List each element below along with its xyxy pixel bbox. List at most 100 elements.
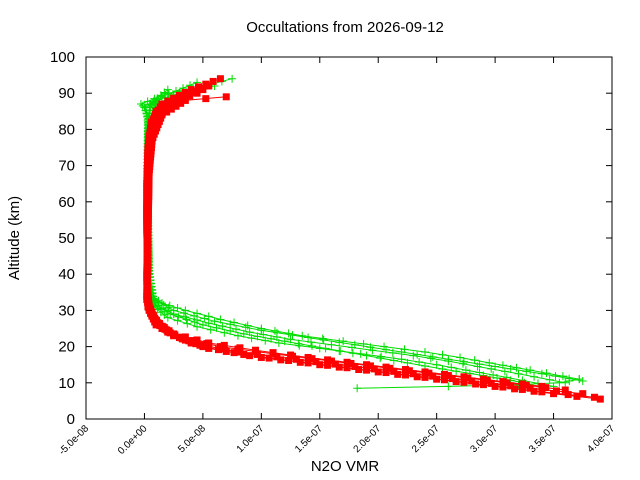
data-point [526,384,534,392]
data-point [472,380,480,388]
data-point [292,355,300,363]
data-point [169,306,178,315]
data-point [370,365,378,373]
data-point [506,364,515,373]
data-point [382,345,391,354]
data-point [164,303,173,312]
y-tick-label: 100 [50,49,75,66]
x-tick-label: 5.0e-08 [176,423,208,455]
data-point [304,333,313,342]
data-point [157,304,166,313]
data-point [193,336,201,344]
data-point [394,370,402,378]
data-point [270,326,279,335]
data-point [163,85,172,94]
data-point [172,102,180,110]
data-point [438,350,447,359]
data-point [401,366,409,374]
data-point [298,331,307,340]
data-point [429,372,437,380]
data-point [170,332,178,340]
y-tick-label: 80 [58,121,75,138]
data-point [321,344,330,353]
y-tick-label: 40 [58,266,75,283]
data-point [374,368,382,376]
data-point [522,381,530,389]
data-point [545,375,554,384]
data-point [386,364,394,372]
data-point [166,329,174,337]
data-point [220,341,228,349]
data-point [456,353,465,362]
data-point [377,352,386,361]
data-point [487,379,495,387]
data-point [491,382,499,390]
data-point [397,348,406,357]
y-axis-label: Altitude (km) [6,196,23,280]
series-0-profile-3-line [146,89,525,384]
data-point [518,380,526,388]
data-point [555,378,564,387]
data-point [511,385,519,393]
data-point [575,375,584,384]
series-0-profile-1-line [140,85,566,384]
x-tick-label: 0.0e+00 [116,423,150,457]
data-point [324,356,332,364]
data-point [558,372,567,381]
data-point [470,356,479,365]
data-point [159,300,168,309]
data-point [403,358,412,367]
data-point [177,99,185,107]
data-point [561,386,569,394]
data-point [187,338,195,346]
data-point [216,75,224,83]
data-point [538,382,546,390]
data-point [348,349,357,358]
data-point [179,309,188,318]
data-point [460,373,468,381]
data-point [166,310,175,319]
data-point [174,312,183,321]
data-point [222,93,230,101]
data-point [475,360,484,369]
data-point [426,354,435,363]
data-point [339,337,348,346]
data-point [236,344,244,352]
data-point [362,351,371,360]
data-point [136,100,145,109]
x-tick-label: 1.5e-07 [293,423,325,455]
data-point [452,367,461,376]
data-point [573,392,581,400]
data-point [288,331,297,340]
data-point [269,349,277,357]
data-point [296,358,304,366]
data-point [210,317,219,326]
data-point [351,363,359,371]
data-point [253,332,262,341]
data-point [205,82,213,90]
data-point [173,316,182,325]
data-point [596,395,604,403]
data-point [307,338,316,347]
data-point [420,348,429,357]
data-point [287,351,295,359]
y-tick-label: 30 [58,302,75,319]
data-point [363,361,371,369]
data-point [425,369,433,377]
data-point [579,390,587,398]
y-tick-label: 0 [67,411,75,428]
data-point [550,390,558,398]
y-tick-label: 20 [58,339,75,356]
data-point [413,350,422,359]
data-point [200,314,209,323]
data-point [512,363,521,372]
data-point [335,338,344,347]
data-point [177,94,185,102]
data-point [154,298,163,307]
data-point [199,86,207,94]
y-tick-label: 70 [58,158,75,175]
data-point [183,319,192,328]
data-point [542,369,551,378]
data-point [308,355,316,363]
